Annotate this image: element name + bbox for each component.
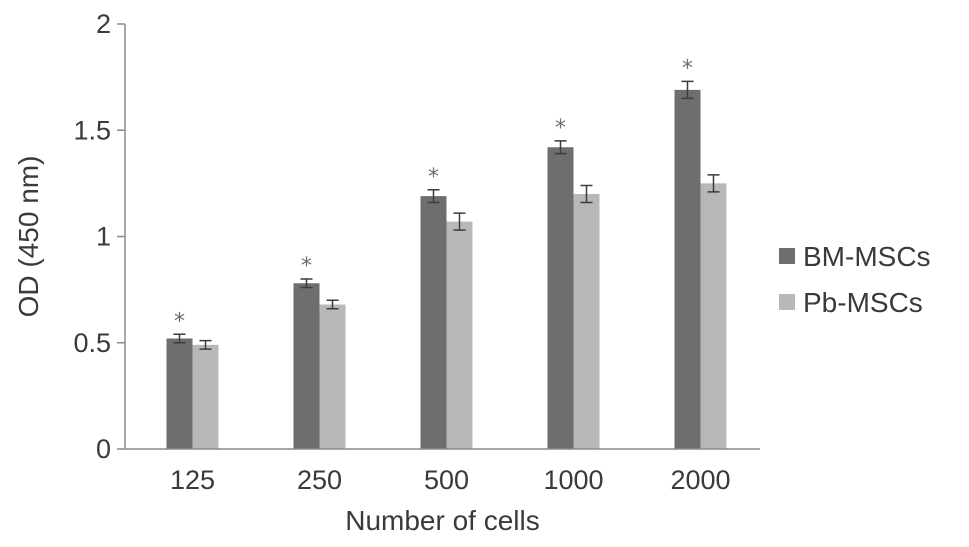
significance-marker: * xyxy=(555,116,566,141)
y-tick-label: 1 xyxy=(96,222,111,252)
bar-pb-mscs-500 xyxy=(446,221,473,449)
error-bar xyxy=(173,333,186,344)
bar-bm-mscs-500 xyxy=(420,196,447,449)
x-axis-title: Number of cells xyxy=(345,505,540,536)
bar-bm-mscs-250 xyxy=(293,283,320,449)
legend-swatch-pb-mscs xyxy=(779,294,795,310)
x-tick-label: 1000 xyxy=(543,465,603,495)
y-tick-label: 0.5 xyxy=(73,328,111,358)
y-tick-label: 0 xyxy=(96,434,111,464)
error-bar xyxy=(453,212,466,231)
significance-marker: * xyxy=(682,56,693,81)
y-axis-title: OD (450 nm) xyxy=(13,156,44,318)
significance-marker: * xyxy=(174,309,185,334)
error-bar xyxy=(300,278,313,289)
bar-pb-mscs-125 xyxy=(192,344,219,449)
error-bar xyxy=(554,140,567,155)
legend: BM-MSCs Pb-MSCs xyxy=(779,241,931,318)
error-bar xyxy=(427,189,440,204)
error-bar xyxy=(707,174,720,193)
x-tick-label: 250 xyxy=(297,465,342,495)
error-bar xyxy=(580,184,593,204)
error-bar xyxy=(326,299,339,310)
significance-marker: * xyxy=(301,254,312,279)
bar-pb-mscs-250 xyxy=(319,304,346,449)
bar-bm-mscs-125 xyxy=(166,338,193,449)
bars: * * * * * xyxy=(166,56,727,449)
y-tick-label: 2 xyxy=(96,9,111,39)
legend-label-pb-mscs: Pb-MSCs xyxy=(803,287,923,318)
bar-pb-mscs-1000 xyxy=(573,194,600,449)
y-tick-label: 1.5 xyxy=(73,115,111,145)
bar-bm-mscs-2000 xyxy=(674,89,701,449)
legend-swatch-bm-mscs xyxy=(779,248,795,264)
x-tick-label: 2000 xyxy=(670,465,730,495)
x-tick-label: 500 xyxy=(424,465,469,495)
y-axis-ticks: 0 0.5 1 1.5 2 xyxy=(73,9,125,464)
x-tick-label: 125 xyxy=(170,465,215,495)
legend-label-bm-mscs: BM-MSCs xyxy=(803,241,931,272)
x-axis-ticks: 125 250 500 1000 2000 xyxy=(170,465,731,495)
error-bar xyxy=(681,80,694,100)
error-bar xyxy=(199,339,212,350)
significance-marker: * xyxy=(428,165,439,190)
bar-bm-mscs-1000 xyxy=(547,147,574,449)
bar-pb-mscs-2000 xyxy=(700,183,727,449)
